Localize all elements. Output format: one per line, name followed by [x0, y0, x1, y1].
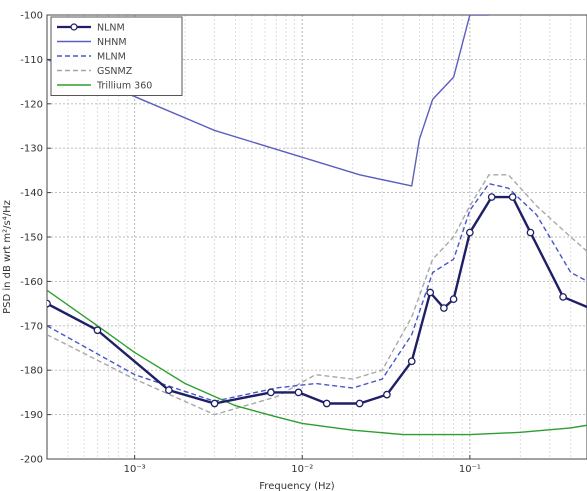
y-tick-label: -110 — [20, 55, 43, 66]
data-point — [508, 193, 517, 201]
series-line — [47, 15, 490, 187]
legend-item: NLNM — [57, 23, 125, 34]
y-tick-label: -140 — [20, 188, 43, 199]
y-tick-label: -170 — [20, 321, 43, 332]
legend-label: NLNM — [97, 23, 125, 34]
tick-labels: -100 -110 -120 -130 -140 -150 -160 -170 -180 -190… — [20, 11, 481, 476]
data-point — [526, 228, 535, 237]
series-mlnm — [47, 183, 587, 402]
legend-label: NHNM — [97, 37, 127, 48]
legend-item: Trillium 360 — [57, 81, 152, 92]
series-line — [47, 183, 587, 402]
y-tick-label: -120 — [20, 99, 43, 110]
y-tick-label: -130 — [20, 144, 43, 155]
data-point — [93, 326, 102, 335]
x-tick-label: 10⁻² — [291, 464, 313, 475]
y-tick-label: -150 — [20, 233, 43, 244]
data-point — [210, 399, 219, 408]
data-point — [322, 399, 331, 408]
y-tick-label: -100 — [20, 11, 43, 22]
legend-item: MLNM — [57, 52, 126, 63]
data-point — [559, 293, 567, 301]
x-tick-label: 10⁻¹ — [459, 464, 481, 475]
data-point — [465, 228, 474, 237]
legend-label: MLNM — [97, 52, 126, 63]
y-axis-label: PSD in dB wrt m²/s⁴/Hz — [2, 200, 13, 314]
data-point — [294, 388, 303, 397]
series-trillium-360 — [47, 289, 587, 436]
y-tick-label: -190 — [20, 410, 43, 421]
y-tick-label: -180 — [20, 366, 43, 377]
data-point — [383, 390, 391, 399]
series-nlnm — [47, 193, 587, 408]
data-point — [47, 299, 51, 308]
legend-marker — [70, 23, 78, 31]
legend-label: Trillium 360 — [96, 81, 152, 92]
series-layer — [47, 15, 587, 436]
legend-item: GSNMZ — [57, 66, 133, 77]
legend-label: GSNMZ — [97, 66, 133, 77]
data-point — [449, 295, 458, 304]
series-nhnm — [47, 15, 490, 187]
y-tick-label: -160 — [20, 277, 43, 288]
data-point — [407, 357, 416, 366]
data-point — [426, 288, 435, 297]
x-tick-label: 10⁻³ — [124, 464, 146, 475]
data-point — [440, 304, 448, 312]
x-axis-label: Frequency (Hz) — [259, 481, 335, 491]
series-line — [47, 289, 587, 436]
data-point — [267, 388, 275, 397]
data-point — [164, 386, 173, 395]
data-point — [487, 193, 496, 201]
legend-item: NHNM — [57, 37, 127, 48]
data-point — [355, 399, 364, 408]
y-tick-label: -200 — [20, 455, 43, 466]
legend: NLNM NHNM MLNM GSNMZ Trillium 360 — [50, 16, 183, 96]
